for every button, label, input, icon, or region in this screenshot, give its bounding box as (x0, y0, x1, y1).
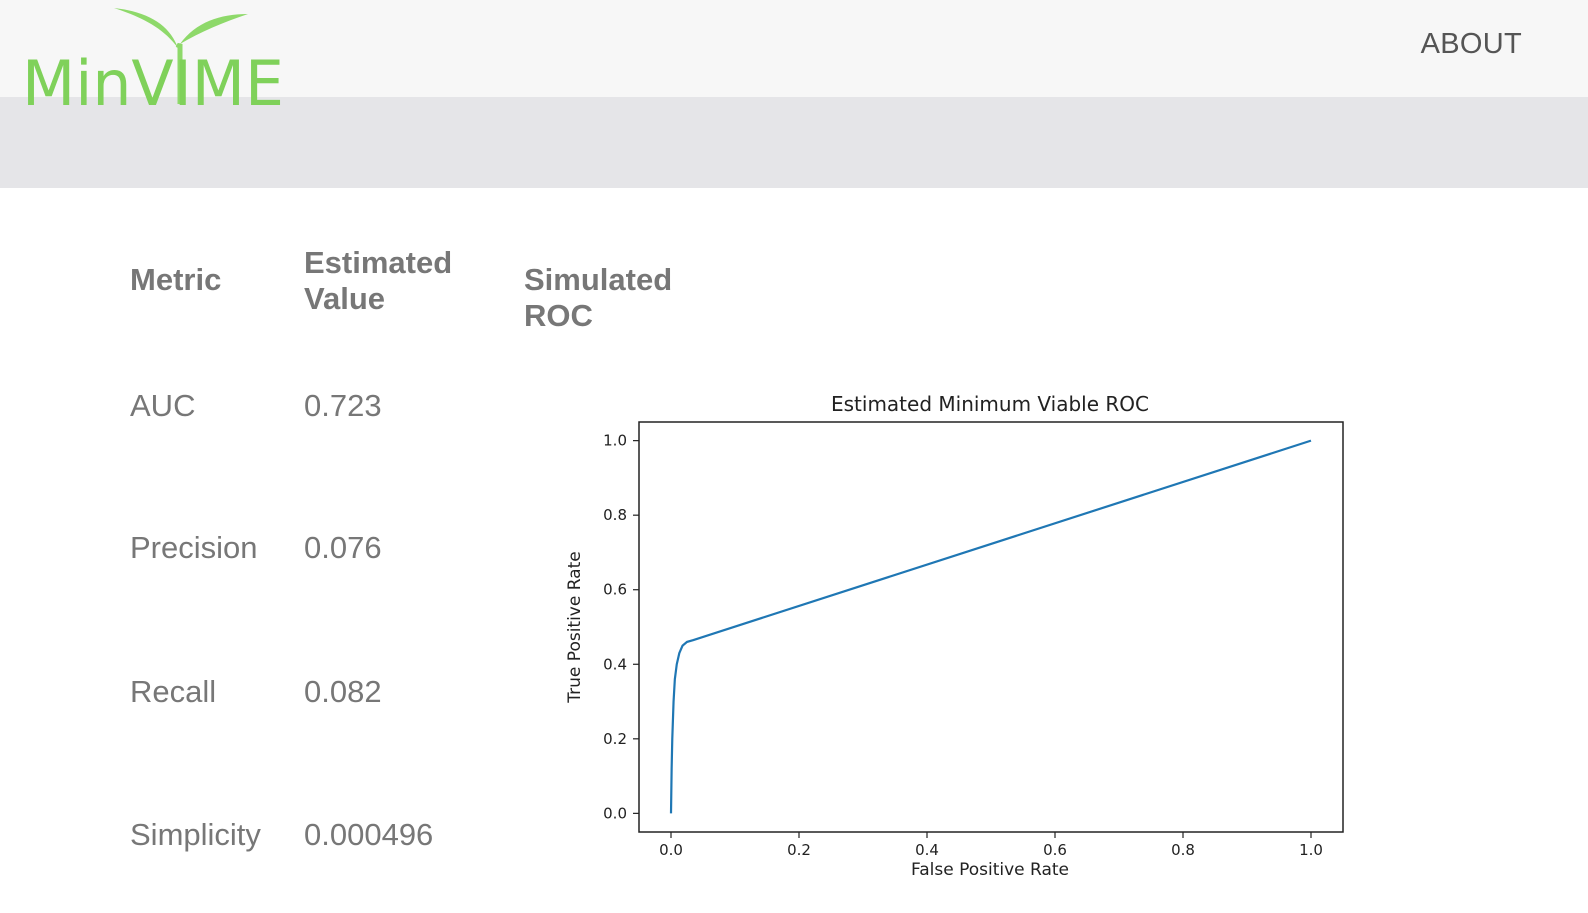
header-value-line1: Estimated (304, 245, 453, 280)
y-tick-label: 0.2 (603, 730, 627, 748)
x-tick-label: 0.0 (659, 841, 683, 859)
logo-stem-icon (175, 42, 183, 104)
logo-leaf-right-icon (180, 14, 248, 44)
chart-title: Estimated Minimum Viable ROC (831, 392, 1149, 416)
header-simulated-roc: Simulated ROC (524, 262, 673, 333)
roc-chart-container: Estimated Minimum Viable ROC 0.0 0.2 0.4 0.… (555, 385, 1375, 890)
row-metric-precision: Precision (130, 530, 258, 565)
y-axis-ticks: 0.0 0.2 0.4 0.6 0.8 1.0 (603, 432, 639, 822)
x-tick-label: 0.8 (1171, 841, 1195, 859)
header-value-line2: Value (304, 281, 385, 316)
y-tick-label: 0.6 (603, 581, 627, 599)
about-link[interactable]: ABOUT (1420, 28, 1522, 60)
minvime-logo[interactable]: MinVIME (20, 4, 290, 114)
sub-header-band (0, 97, 1588, 188)
x-tick-label: 0.6 (1043, 841, 1067, 859)
x-axis-ticks: 0.0 0.2 0.4 0.6 0.8 1.0 (659, 832, 1323, 859)
logo-leaf-left-icon (114, 8, 178, 48)
row-metric-auc: AUC (130, 388, 196, 423)
x-tick-label: 1.0 (1299, 841, 1323, 859)
row-value-auc: 0.723 (304, 388, 382, 423)
roc-curve-line (669, 439, 1312, 814)
roc-chart: Estimated Minimum Viable ROC 0.0 0.2 0.4 0.… (565, 392, 1344, 880)
x-tick-label: 0.2 (787, 841, 811, 859)
y-tick-label: 0.0 (603, 804, 627, 822)
y-tick-label: 0.8 (603, 506, 627, 524)
header-estimated-value: Estimated Value (304, 245, 452, 317)
row-metric-simplicity: Simplicity (130, 817, 261, 852)
y-tick-label: 1.0 (603, 432, 627, 450)
plot-frame (638, 421, 1344, 833)
row-value-recall: 0.082 (304, 674, 382, 709)
row-metric-recall: Recall (130, 674, 217, 709)
y-tick-label: 0.4 (603, 655, 627, 673)
x-tick-label: 0.4 (915, 841, 939, 859)
x-axis-label: False Positive Rate (911, 860, 1069, 880)
header-metric: Metric (130, 262, 222, 297)
row-value-precision: 0.076 (304, 530, 382, 565)
top-nav-bar (0, 0, 1588, 97)
row-value-simplicity: 0.000496 (304, 817, 434, 852)
logo-wordmark: MinVIME (22, 47, 284, 114)
y-axis-label: True Positive Rate (565, 551, 585, 703)
